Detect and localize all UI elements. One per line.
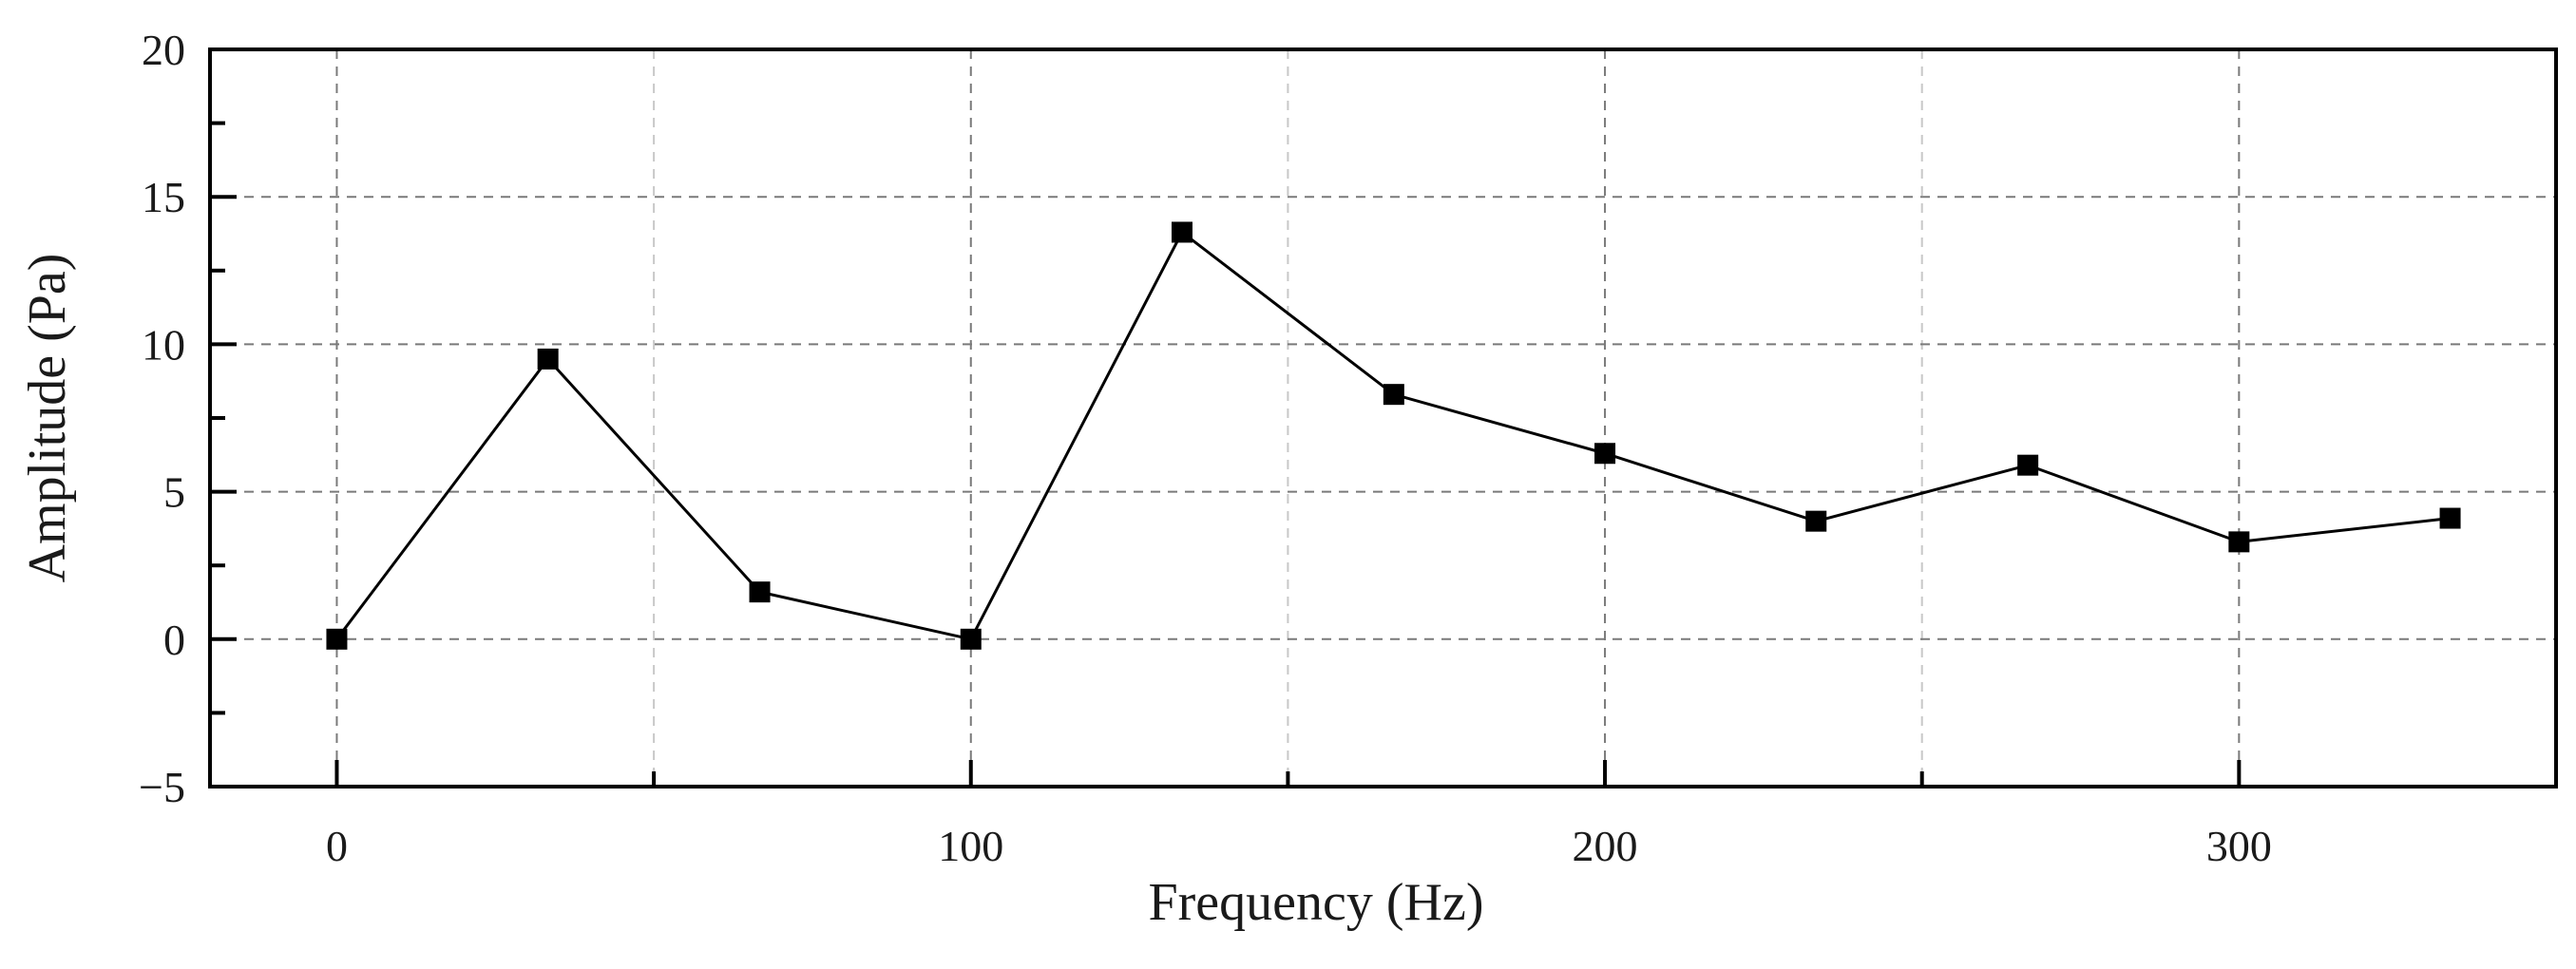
data-series xyxy=(326,221,2461,650)
data-point-marker xyxy=(2228,531,2250,553)
tick-labels: 0 100 200 300 −5 0 5 10 15 20 xyxy=(139,26,2272,870)
grid xyxy=(210,49,2556,787)
data-point-marker xyxy=(960,628,982,650)
y-tick-label: 15 xyxy=(142,173,185,221)
plot-frame xyxy=(208,48,2558,788)
y-tick-label: 20 xyxy=(142,26,185,74)
x-tick-label: 300 xyxy=(2206,822,2272,870)
data-point-marker xyxy=(326,628,348,650)
y-tick-label: −5 xyxy=(139,763,185,811)
data-point-marker xyxy=(2439,507,2461,529)
data-point-marker xyxy=(2017,454,2039,476)
data-point-marker xyxy=(1805,510,1827,532)
x-tick-label: 0 xyxy=(326,822,348,870)
data-point-marker xyxy=(1171,221,1193,243)
y-axis-title: Amplitude (Pa) xyxy=(18,254,77,583)
x-tick-label: 200 xyxy=(1573,822,1638,870)
y-tick-label: 10 xyxy=(142,320,185,369)
data-point-marker xyxy=(537,348,559,370)
y-tick-label: 5 xyxy=(163,468,185,517)
data-point-marker xyxy=(1383,384,1404,406)
x-axis-title: Frequency (Hz) xyxy=(1149,873,1484,932)
data-point-marker xyxy=(749,581,771,603)
y-tick-label: 0 xyxy=(163,616,185,664)
x-tick-label: 100 xyxy=(938,822,1003,870)
data-point-marker xyxy=(1594,443,1616,465)
axis-ticks xyxy=(210,48,2242,788)
